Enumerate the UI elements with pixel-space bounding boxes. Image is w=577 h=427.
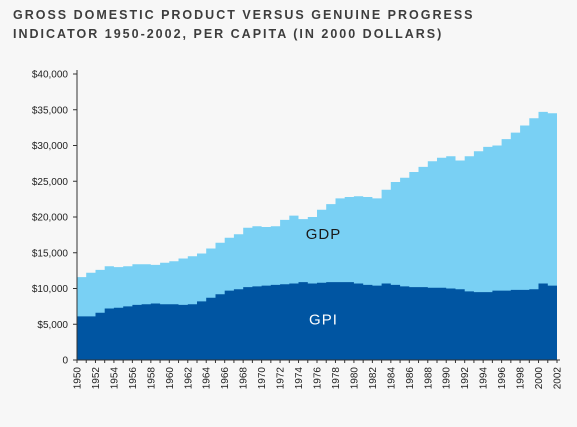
y-tick-label: $10,000 <box>32 284 69 295</box>
x-tick-label: 1986 <box>405 367 416 390</box>
x-tick-label: 1994 <box>479 367 490 390</box>
y-tick-label: $5,000 <box>37 320 68 331</box>
gpi-area <box>77 282 557 360</box>
x-tick-label: 1992 <box>460 367 471 390</box>
chart-title-line-1: GROSS DOMESTIC PRODUCT VERSUS GENUINE PR… <box>13 8 475 22</box>
x-tick-label: 1982 <box>368 367 379 390</box>
series-label-gpi: GPI <box>309 312 338 329</box>
x-tick-label: 1958 <box>146 367 157 390</box>
x-tick-label: 1988 <box>423 367 434 390</box>
x-tick-label: 1984 <box>386 367 397 390</box>
x-tick-label: 1990 <box>442 367 453 390</box>
x-tick-label: 1952 <box>91 367 102 390</box>
x-tick-label: 1970 <box>257 367 268 390</box>
x-tick-label: 1966 <box>220 367 231 390</box>
x-tick-label: 1976 <box>313 367 324 390</box>
x-tick-label: 1964 <box>202 367 213 390</box>
x-tick-label: 1998 <box>516 367 527 390</box>
y-tick-label: $30,000 <box>32 141 69 152</box>
y-tick-label: $20,000 <box>32 213 69 224</box>
x-tick-label: 1950 <box>73 367 84 390</box>
chart-title-line-2: INDICATOR 1950-2002, PER CAPITA (IN 2000… <box>13 27 444 41</box>
x-tick-label: 1978 <box>331 367 342 390</box>
x-tick-label: 2002 <box>553 367 564 390</box>
y-tick-label: 0 <box>62 356 68 367</box>
x-tick-label: 1954 <box>109 367 120 390</box>
series-label-gdp: GDP <box>306 226 342 243</box>
x-tick-label: 1972 <box>276 367 287 390</box>
x-tick-label: 1996 <box>497 367 508 390</box>
y-tick-label: $25,000 <box>32 177 69 188</box>
x-tick-label: 1960 <box>165 367 176 390</box>
x-tick-label: 2000 <box>534 367 545 390</box>
x-tick-label: 1974 <box>294 367 305 390</box>
x-tick-label: 1956 <box>128 367 139 390</box>
y-tick-label: $40,000 <box>32 70 69 81</box>
x-tick-label: 1968 <box>239 367 250 390</box>
y-tick-label: $15,000 <box>32 248 69 259</box>
x-tick-label: 1980 <box>349 367 360 390</box>
chart-title: GROSS DOMESTIC PRODUCT VERSUS GENUINE PR… <box>13 6 475 44</box>
y-tick-label: $35,000 <box>32 105 69 116</box>
x-tick-label: 1962 <box>183 367 194 390</box>
